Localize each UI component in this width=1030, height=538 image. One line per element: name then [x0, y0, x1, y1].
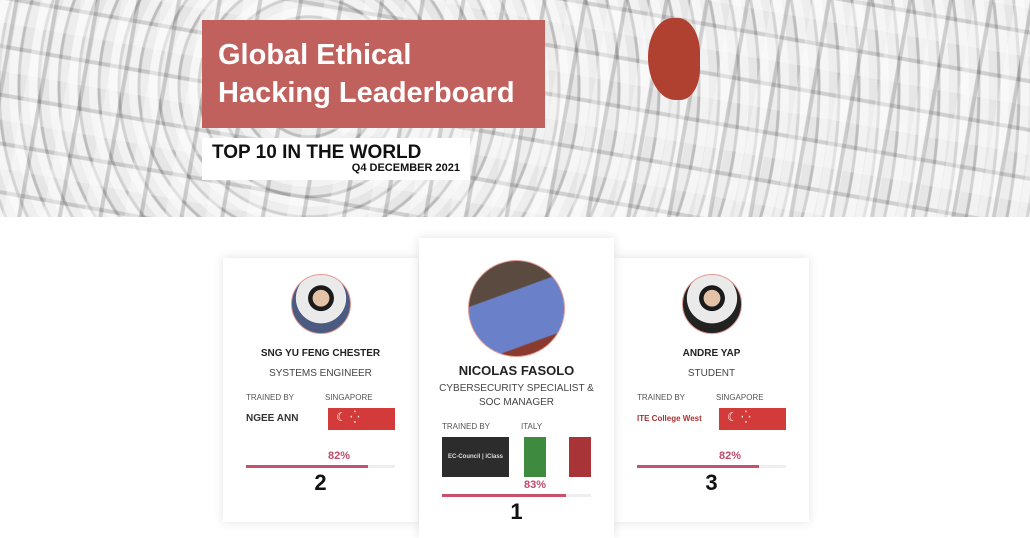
- school-logo: NGEE ANN: [246, 413, 299, 424]
- trained-by-label: TRAINED BY: [637, 393, 686, 402]
- leader-role: STUDENT: [687, 368, 736, 379]
- avatar: [681, 274, 742, 334]
- rank: 1: [510, 499, 523, 524]
- country-label: ITALY: [521, 422, 543, 431]
- leader-card-rank-3[interactable]: ANDRE YAP STUDENT TRAINED BY SINGAPORE IT…: [614, 258, 809, 522]
- singapore-flag-icon: [328, 408, 395, 430]
- score-bar: [637, 465, 786, 468]
- school-logo: EC-Council | iClass: [442, 437, 509, 477]
- leader-name: SNG YU FENG CHESTER: [260, 348, 381, 359]
- rank: 2: [314, 470, 327, 495]
- leader-role: SYSTEMS ENGINEER: [269, 368, 372, 379]
- leader-card-rank-2[interactable]: SNG YU FENG CHESTER SYSTEMS ENGINEER TRA…: [223, 258, 418, 522]
- avatar: [290, 274, 351, 334]
- score-bar-fill: [442, 494, 566, 497]
- leader-role: CYBERSECURITY SPECIALIST & SOC MANAGER: [439, 383, 594, 408]
- banner-period: Q4 DECEMBER 2021: [351, 162, 460, 174]
- rank: 3: [705, 470, 718, 495]
- leader-card-rank-1[interactable]: NICOLAS FASOLO CYBERSECURITY SPECIALIST …: [419, 238, 614, 538]
- country-label: SINGAPORE: [716, 393, 764, 402]
- leader-name: ANDRE YAP: [682, 348, 741, 359]
- red-head-image: [648, 18, 700, 100]
- avatar: [468, 260, 565, 357]
- leader-name: NICOLAS FASOLO: [458, 363, 575, 378]
- singapore-flag-icon: [719, 408, 786, 430]
- score-bar-fill: [637, 465, 760, 468]
- italy-flag-icon: [524, 437, 591, 477]
- score-bar-fill: [246, 465, 369, 468]
- score-bar: [442, 494, 591, 497]
- banner-subtitle: TOP 10 IN THE WORLD: [212, 142, 422, 163]
- banner-subtitle-box: TOP 10 IN THE WORLD Q4 DECEMBER 2021: [202, 138, 470, 180]
- score: 82%: [718, 450, 741, 462]
- score-bar: [246, 465, 395, 468]
- trained-by-label: TRAINED BY: [246, 393, 295, 402]
- score: 82%: [327, 450, 350, 462]
- country-label: SINGAPORE: [325, 393, 373, 402]
- banner: Global Ethical Hacking Leaderboard TOP 1…: [0, 0, 1030, 217]
- school-logo: ITE College West: [637, 414, 702, 423]
- score: 83%: [523, 479, 546, 491]
- banner-title: Global Ethical Hacking Leaderboard: [202, 20, 545, 128]
- trained-by-label: TRAINED BY: [442, 422, 491, 431]
